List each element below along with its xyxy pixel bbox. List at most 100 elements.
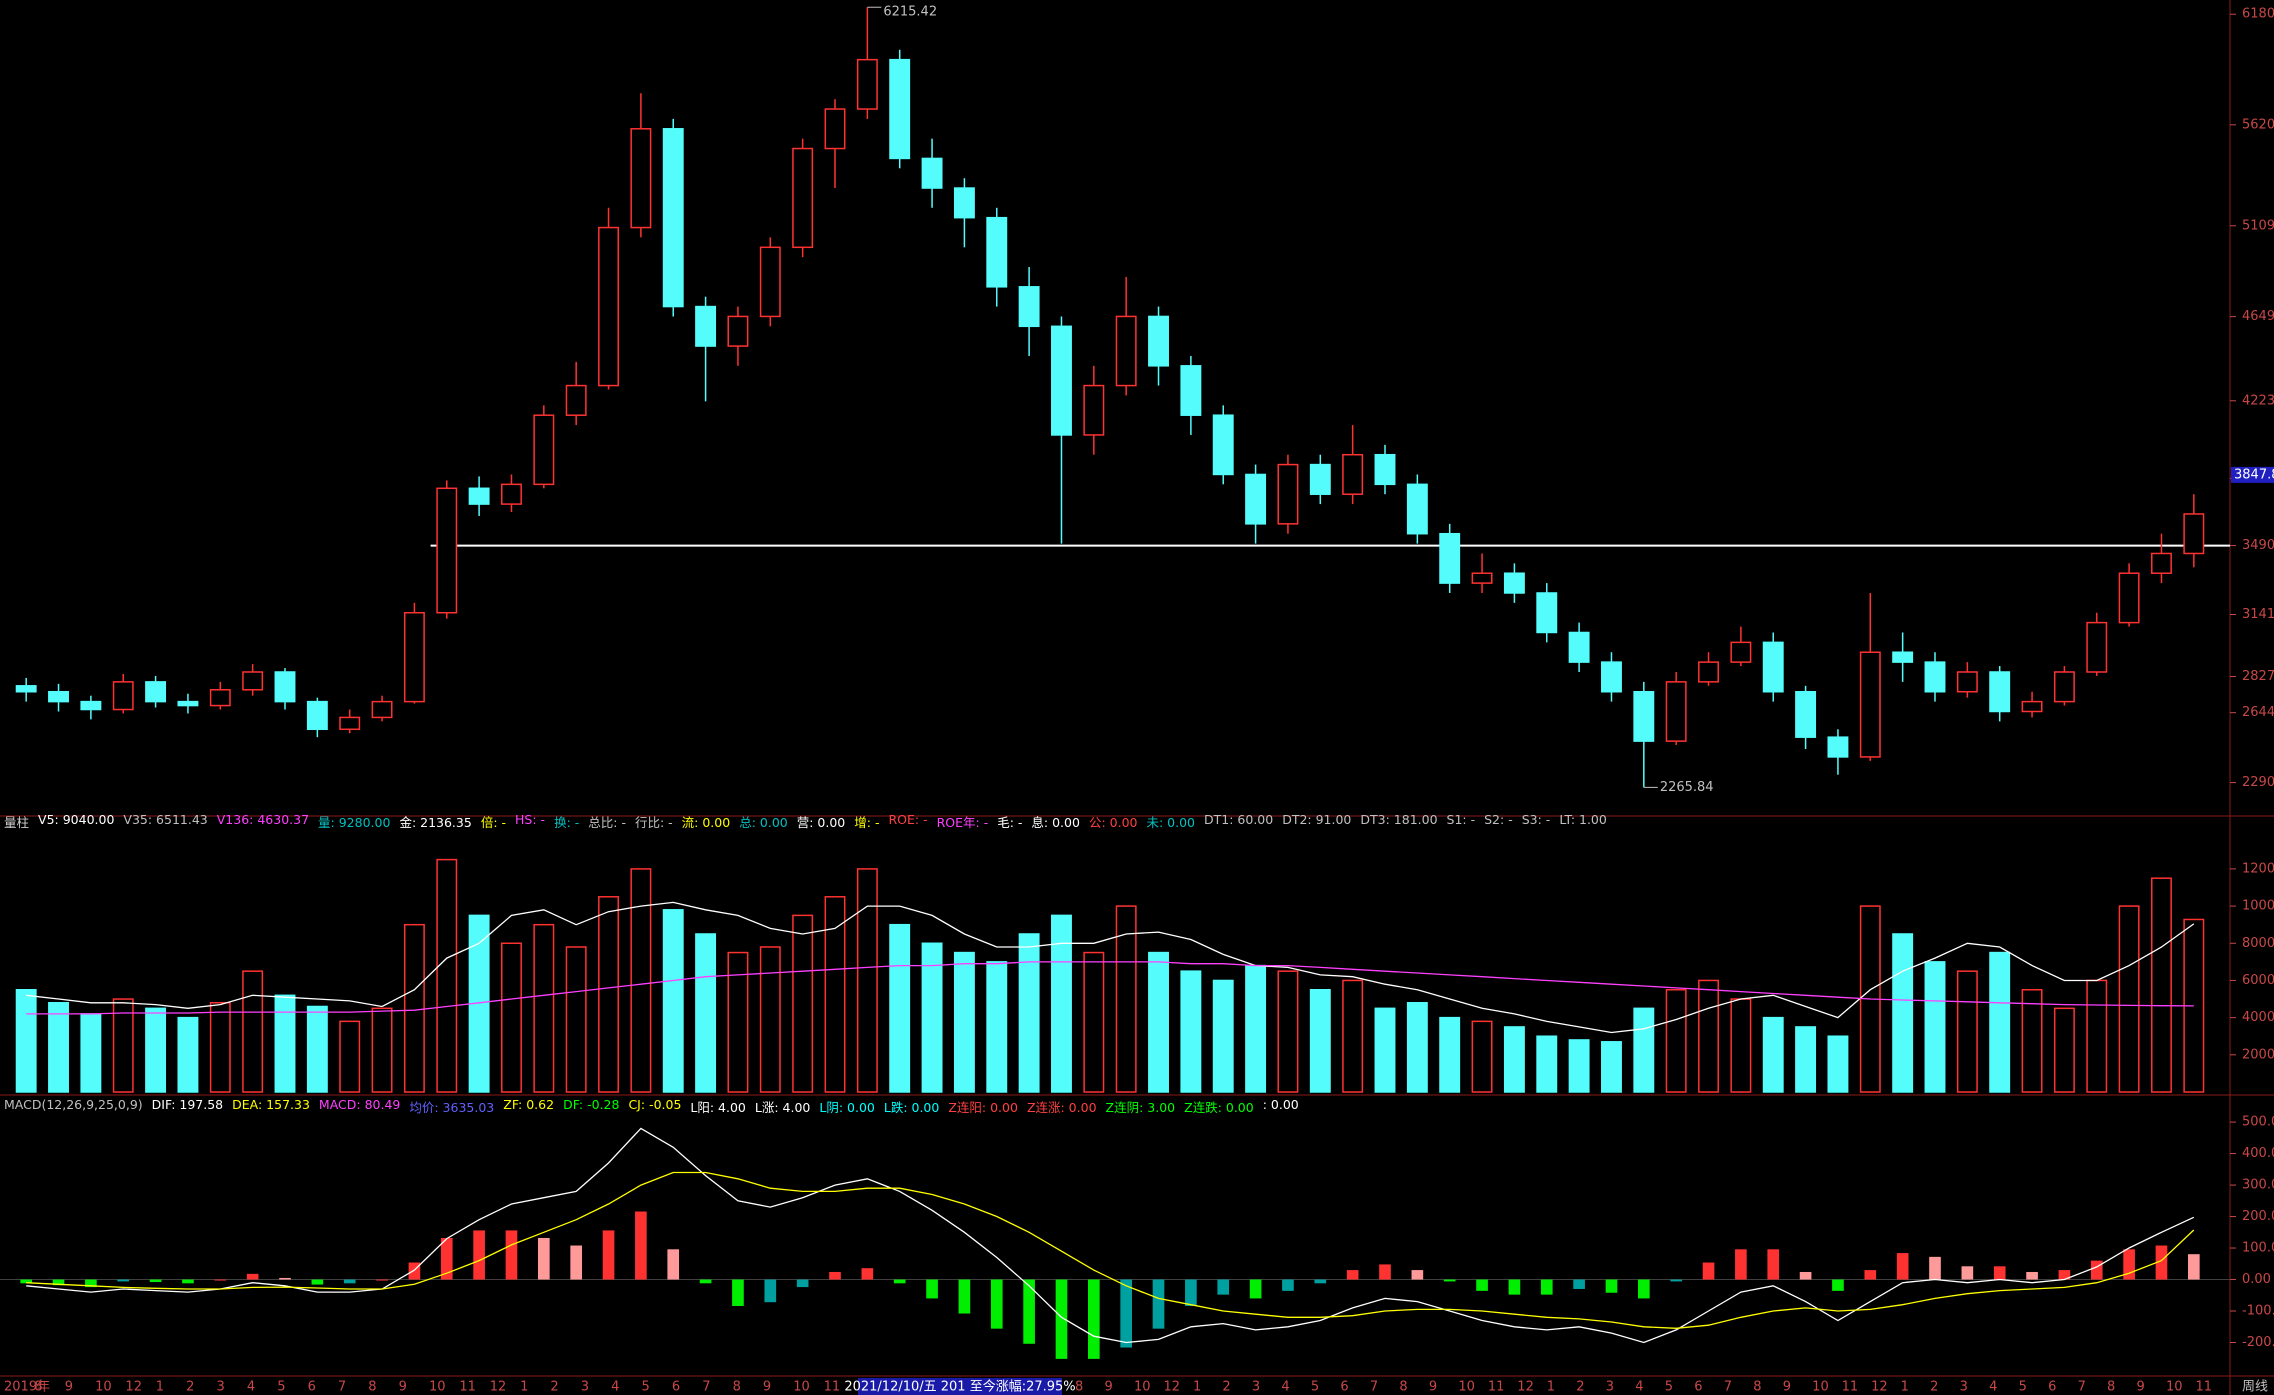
volume-bar: [1083, 951, 1105, 1093]
candle-body: [1406, 483, 1428, 535]
candle-body: [1568, 631, 1590, 663]
x-tick-label: 1: [1901, 1380, 1909, 1395]
x-tick-label: 12: [125, 1380, 142, 1395]
x-tick-label: 8: [1399, 1380, 1407, 1395]
x-tick-label: 5: [1311, 1380, 1319, 1395]
candle-body: [1180, 365, 1202, 416]
volume-bar: [274, 994, 296, 1093]
y-tick-label: 8000: [2242, 936, 2274, 951]
y-tick-label: 2000: [2242, 1047, 2274, 1062]
macd-bar: [667, 1249, 680, 1280]
indicator-line: [26, 901, 2195, 1034]
header-item: ZF: 0.62: [503, 1097, 555, 1112]
macd-bar: [1185, 1279, 1197, 1306]
x-tick-label: 8: [368, 1380, 376, 1395]
x-tick-label: 7: [338, 1380, 346, 1395]
header-item: Z连跌: 0.00: [1184, 1100, 1254, 1115]
header-item: L阴: 0.00: [819, 1100, 875, 1115]
y-tick-label: 4000: [2242, 1010, 2274, 1025]
x-tick-label: 2019年: [4, 1380, 50, 1395]
candle-body: [1892, 651, 1914, 663]
candle-body: [48, 690, 69, 703]
volume-header: 量柱 V5: 9040.00 V35: 6511.43 V136: 4630.37 量:…: [4, 812, 1607, 831]
macd-bar: [1767, 1249, 1780, 1280]
x-tick-label: 7: [702, 1380, 710, 1395]
volume-bar: [1277, 970, 1299, 1093]
volume-bar: [1827, 1035, 1849, 1093]
header-item: DF: -0.28: [563, 1097, 620, 1112]
macd-bar: [1799, 1271, 1812, 1280]
header-item: 毛: -: [997, 815, 1023, 830]
macd-bar: [117, 1279, 130, 1282]
x-tick-label: 9: [1783, 1380, 1791, 1395]
volume-bar: [2118, 905, 2140, 1093]
volume-bar: [662, 909, 684, 1093]
candle-body: [533, 414, 555, 486]
macd-bar: [1055, 1279, 1068, 1359]
macd-bar: [1346, 1270, 1359, 1280]
interval-label: 周线: [2242, 1380, 2268, 1395]
x-tick-label: 6: [308, 1380, 316, 1395]
header-item: 量: 9280.00: [318, 815, 391, 830]
header-item: DT3: 181.00: [1360, 812, 1438, 827]
volume-bar: [889, 923, 911, 1093]
x-tick-label: 11: [459, 1380, 476, 1395]
macd-bar: [2123, 1249, 2135, 1280]
macd-bar: [926, 1279, 938, 1299]
macd-bar: [1508, 1279, 1521, 1295]
macd-bar: [1896, 1253, 1909, 1280]
header-item: LT: 1.00: [1559, 812, 1607, 827]
x-tick-label: 9: [1429, 1380, 1437, 1395]
last-price-label: 3847.8: [2234, 467, 2274, 482]
header-item: 倍: -: [480, 815, 507, 830]
x-tick-label: 1: [1547, 1380, 1555, 1395]
volume-bar: [1471, 1020, 1493, 1093]
macd-bar: [1638, 1279, 1650, 1299]
period-box: [858, 1378, 1062, 1395]
x-tick-label: 11: [824, 1380, 841, 1395]
x-tick-label: 9: [763, 1380, 771, 1395]
macd-bar: [1961, 1266, 1974, 1280]
y-tick-label: 200.00: [2242, 1209, 2274, 1224]
header-item: 行比: -: [634, 815, 673, 830]
annotation-label: 6215.42: [883, 5, 937, 20]
x-tick-label: 9: [399, 1380, 407, 1395]
header-item: 金: 2136.35: [399, 815, 472, 830]
y-tick-label: 6180: [2242, 7, 2274, 22]
macd-bar: [1023, 1279, 1035, 1344]
volume-bar: [1051, 914, 1072, 1093]
y-tick-label: 500.00: [2242, 1115, 2274, 1130]
volume-bar: [1762, 1016, 1784, 1093]
header-item: 息: 0.00: [1031, 815, 1080, 830]
volume-bar: [1795, 1026, 1817, 1093]
volume-bar: [1503, 1026, 1525, 1093]
header-item: S3: -: [1521, 812, 1551, 827]
header-item: 流: 0.00: [681, 815, 731, 830]
candle-body: [1601, 661, 1622, 693]
volume-bar: [2021, 988, 2043, 1093]
macd-bar: [990, 1279, 1003, 1329]
volume-bar: [953, 951, 975, 1093]
indicator-line: [26, 961, 2194, 1015]
volume-bar: [1536, 1035, 1558, 1093]
candle-body: [1633, 690, 1655, 742]
x-tick-label: 10: [1458, 1380, 1475, 1395]
x-tick-label: 10: [2166, 1380, 2183, 1395]
x-tick-label: 7: [1370, 1380, 1378, 1395]
volume-bar: [986, 961, 1008, 1093]
macd-bar: [2188, 1254, 2200, 1280]
candle-body: [1698, 661, 1719, 683]
y-tick-label: 3490: [2242, 538, 2274, 553]
header-item: 总比: -: [588, 815, 626, 830]
y-tick-label: 2644: [2242, 705, 2274, 720]
volume-bar: [921, 942, 943, 1093]
volume-bar: [1148, 951, 1169, 1093]
macd-bar: [1411, 1270, 1424, 1280]
candle-body: [436, 487, 458, 614]
candle-body: [1989, 671, 2011, 713]
volume-bar: [1568, 1039, 1590, 1093]
volume-bar: [759, 946, 781, 1093]
candle-body: [1827, 736, 1849, 758]
macd-bar: [214, 1279, 227, 1281]
x-tick-label: 8: [733, 1380, 741, 1395]
